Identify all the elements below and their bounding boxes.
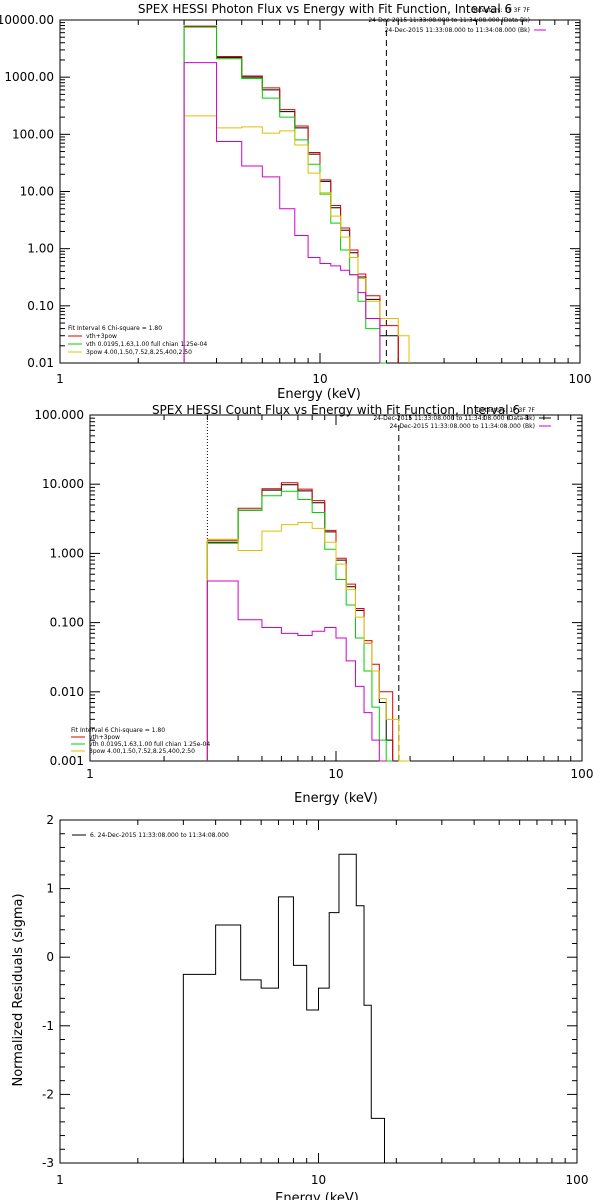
photon-flux-chart: SPEX HESSI Photon Flux vs Energy with Fi… bbox=[0, 2, 591, 402]
y-tick-label: -1 bbox=[42, 1019, 54, 1033]
legend-label: vth 0.0195,1.63,1.00 full chian 1.25e-04 bbox=[89, 741, 210, 748]
y-tick-label: 10000.00 bbox=[0, 13, 54, 27]
x-tick-label: 1 bbox=[56, 1173, 64, 1187]
legend-label: 3pow 4.00,1.50,7.52,8.25,400,2.50 bbox=[86, 349, 192, 356]
header-text: 24-Dec-2015 11:33:08.000 to 11:34:08.000… bbox=[373, 415, 535, 422]
legend-label: vth+3pow bbox=[86, 333, 117, 340]
y-tick-label: 0.01 bbox=[27, 356, 54, 370]
x-tick-label: 1 bbox=[56, 372, 64, 386]
y-tick-label: 10.00 bbox=[20, 185, 54, 199]
legend-label: vth 0.0195,1.63,1.00 full chian 1.25e-04 bbox=[86, 341, 207, 348]
legend-label: vth+3pow bbox=[89, 734, 120, 741]
y-tick-label: 100.000 bbox=[34, 408, 84, 422]
residuals-xlabel: Energy (keV) bbox=[275, 1191, 359, 1200]
series-line-0 bbox=[206, 484, 394, 761]
y-tick-label: 1 bbox=[46, 882, 54, 896]
series-line-4 bbox=[206, 580, 387, 762]
y-tick-label: 0.10 bbox=[27, 299, 54, 313]
legend-label: Fit Interval 6 Chi-square = 1.80 bbox=[68, 325, 162, 332]
x-tick-label: 1 bbox=[86, 767, 94, 781]
residuals-ylabel: Normalized Residuals (sigma) bbox=[11, 893, 26, 1086]
x-tick-label: 10 bbox=[312, 372, 327, 386]
series-line-2 bbox=[183, 26, 387, 364]
y-tick-label: 0.010 bbox=[50, 685, 84, 699]
y-tick-label: 0.100 bbox=[50, 616, 84, 630]
y-tick-label: 0.001 bbox=[50, 754, 84, 768]
header-text: 24-Dec-2015 11:33:08.000 to 11:34:08.000… bbox=[390, 423, 535, 430]
x-tick-label: 100 bbox=[571, 767, 594, 781]
header-text: 24-Dec-2015 11:33:08.000 to 11:34:08.000… bbox=[368, 17, 530, 24]
series-line-3 bbox=[183, 115, 410, 363]
series-line-4 bbox=[183, 62, 381, 363]
y-tick-label: -2 bbox=[42, 1087, 54, 1101]
x-tick-label: 100 bbox=[569, 372, 592, 386]
count-flux-xlabel: Energy (keV) bbox=[294, 791, 378, 806]
series-line-2 bbox=[206, 490, 393, 762]
y-tick-label: 10.000 bbox=[42, 477, 84, 491]
y-tick-label: 0 bbox=[46, 950, 54, 964]
header-text: 24-Dec-2015 11:33:08.000 to 11:34:08.000… bbox=[385, 27, 530, 34]
series-line-0 bbox=[182, 853, 385, 1163]
y-tick-label: 1.00 bbox=[27, 242, 54, 256]
y-tick-label: 100.00 bbox=[12, 127, 54, 141]
y-tick-label: 1.000 bbox=[50, 546, 84, 560]
header-text: Detectors: 1F 3F 7F bbox=[476, 407, 535, 414]
plot-frame bbox=[89, 414, 583, 762]
y-tick-label: -3 bbox=[42, 1156, 54, 1170]
x-tick-label: 10 bbox=[328, 767, 343, 781]
header-text: Detectors: 1F 3F 7F bbox=[471, 7, 530, 14]
photon-flux-xlabel: Energy (keV) bbox=[277, 387, 361, 402]
y-tick-label: 1000.00 bbox=[4, 70, 54, 84]
x-tick-label: 10 bbox=[311, 1173, 326, 1187]
residuals-chart: Energy (keV) Normalized Residuals (sigma… bbox=[11, 813, 588, 1200]
count-flux-title: SPEX HESSI Count Flux vs Energy with Fit… bbox=[152, 403, 520, 417]
y-tick-label: 2 bbox=[46, 813, 54, 827]
legend-label: Fit Interval 6 Chi-square = 1.80 bbox=[71, 727, 165, 734]
x-tick-label: 100 bbox=[566, 1173, 589, 1187]
series-line-3 bbox=[206, 521, 411, 762]
legend-label: 3pow 4.00,1.50,7.52,8.25,400,2.50 bbox=[89, 748, 195, 755]
series-line-1 bbox=[206, 482, 394, 761]
count-flux-chart: SPEX HESSI Count Flux vs Energy with Fit… bbox=[34, 403, 593, 806]
photon-flux-title: SPEX HESSI Photon Flux vs Energy with Fi… bbox=[138, 2, 512, 16]
legend-label: 6. 24-Dec-2015 11:33:08.000 to 11:34:08.… bbox=[90, 832, 229, 839]
